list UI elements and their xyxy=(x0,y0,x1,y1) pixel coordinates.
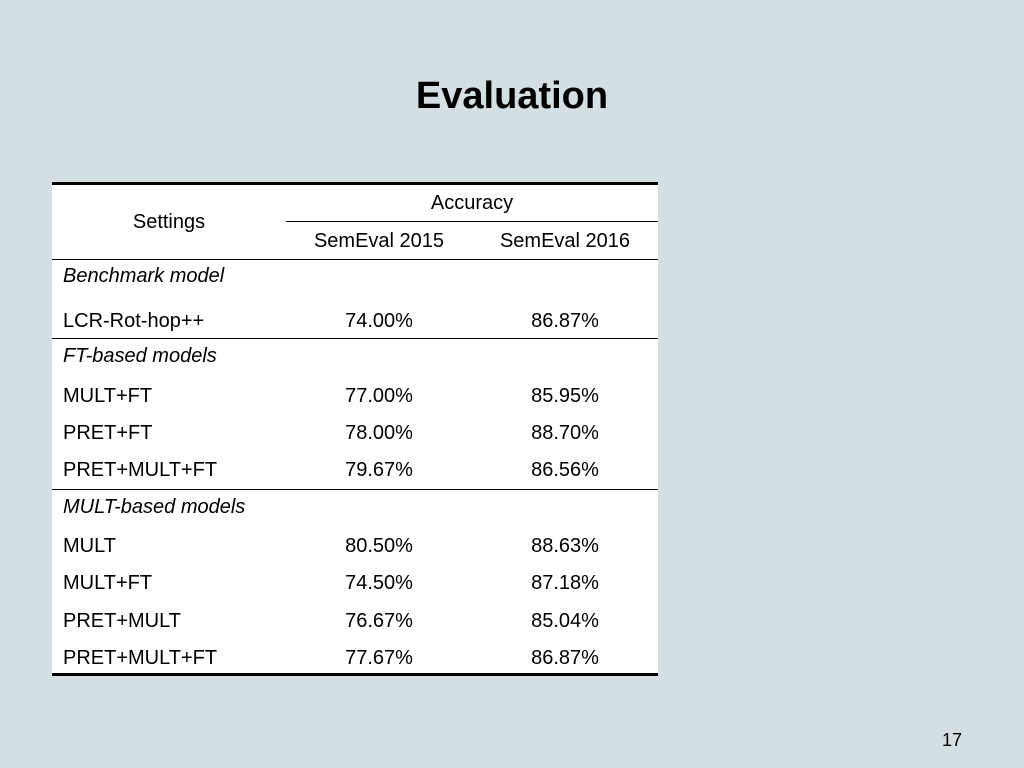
table-row: MULT 80.50% 88.63% xyxy=(52,528,658,565)
row-value-2015: 78.00% xyxy=(345,422,413,444)
row-value-2015: 77.00% xyxy=(345,385,413,407)
results-table: Settings Accuracy SemEval 2015 SemEval 2… xyxy=(52,182,658,676)
slide-title: Evaluation xyxy=(415,75,609,117)
table-row: LCR-Rot-hop++ 74.00% 86.87% xyxy=(52,303,658,340)
table-row: MULT+FT 77.00% 85.95% xyxy=(52,378,658,415)
row-value-2016: 88.63% xyxy=(531,535,599,557)
header-semeval-2016: SemEval 2016 xyxy=(499,229,631,252)
row-value-2015: 76.67% xyxy=(345,610,413,632)
table-row: PRET+MULT 76.67% 85.04% xyxy=(52,603,658,640)
row-value-2016: 86.87% xyxy=(531,310,599,332)
row-value-2015: 74.00% xyxy=(345,310,413,332)
group-title-mult-based: MULT-based models xyxy=(63,496,246,518)
group-divider xyxy=(52,489,658,490)
row-value-2016: 87.18% xyxy=(531,572,599,594)
group-title-benchmark: Benchmark model xyxy=(63,265,225,287)
header-settings: Settings xyxy=(132,211,206,233)
row-value-2016: 86.56% xyxy=(531,459,599,481)
row-setting: PRET+MULT+FT xyxy=(63,647,218,669)
group-divider xyxy=(52,338,658,339)
row-setting: PRET+MULT+FT xyxy=(63,459,218,481)
row-value-2016: 88.70% xyxy=(531,422,599,444)
row-setting: LCR-Rot-hop++ xyxy=(63,310,205,332)
page-number: 17 xyxy=(941,730,962,750)
header-accuracy: Accuracy xyxy=(286,185,658,222)
table-row: PRET+MULT+FT 77.67% 86.87% xyxy=(52,640,658,677)
table-row: PRET+MULT+FT 79.67% 86.56% xyxy=(52,452,658,489)
row-value-2016: 85.04% xyxy=(531,610,599,632)
row-value-2016: 86.87% xyxy=(531,647,599,669)
row-value-2015: 74.50% xyxy=(345,572,413,594)
row-setting: PRET+FT xyxy=(63,422,153,444)
row-value-2015: 77.67% xyxy=(345,647,413,669)
group-title-ft-based: FT-based models xyxy=(63,345,217,367)
row-setting: MULT+FT xyxy=(63,572,153,594)
table-row: MULT+FT 74.50% 87.18% xyxy=(52,565,658,602)
row-setting: PRET+MULT xyxy=(63,610,181,632)
table-row: PRET+FT 78.00% 88.70% xyxy=(52,415,658,452)
header-semeval-2015: SemEval 2015 xyxy=(313,229,445,252)
row-setting: MULT xyxy=(63,535,116,557)
row-value-2016: 85.95% xyxy=(531,385,599,407)
row-setting: MULT+FT xyxy=(63,385,153,407)
row-value-2015: 79.67% xyxy=(345,459,413,481)
header-divider xyxy=(52,259,658,260)
row-value-2015: 80.50% xyxy=(345,535,413,557)
